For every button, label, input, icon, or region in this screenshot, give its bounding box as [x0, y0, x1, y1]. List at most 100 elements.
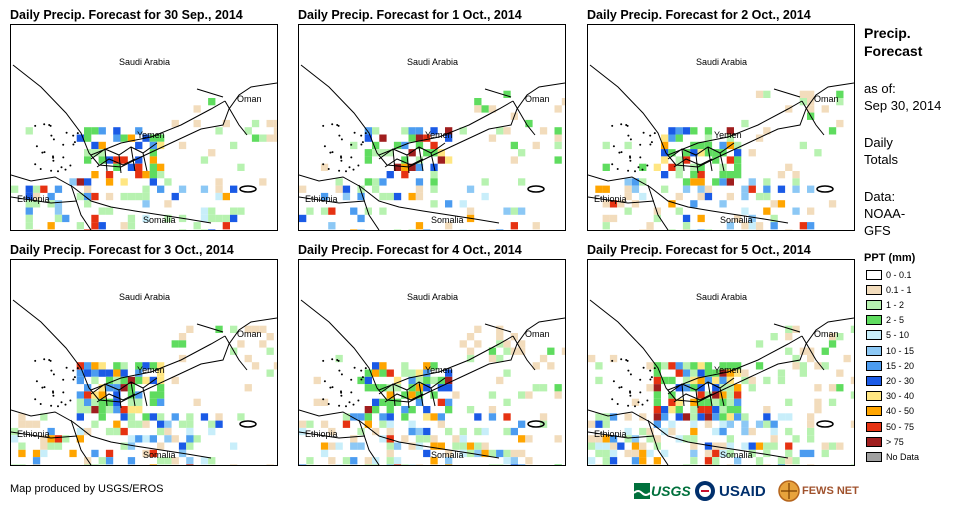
island-mark	[653, 132, 656, 135]
island-mark	[611, 163, 614, 166]
country-label-saudi: Saudi Arabia	[119, 57, 170, 67]
island-mark	[649, 134, 652, 137]
island-mark	[41, 386, 44, 389]
island-mark	[65, 131, 68, 134]
island-mark	[48, 359, 51, 361]
legend-swatch	[866, 375, 882, 386]
legend-item: 2 - 5	[866, 315, 904, 326]
island-mark	[52, 391, 55, 394]
island-mark	[642, 366, 645, 369]
border-line	[70, 419, 92, 465]
island-mark	[322, 398, 325, 401]
border-line	[90, 377, 158, 395]
usaid-logo: USAID	[694, 478, 766, 504]
map-credit: Map produced by USGS/EROS	[10, 483, 164, 495]
island-mark	[72, 134, 75, 137]
island-mark	[64, 168, 67, 171]
island-mark	[625, 359, 628, 361]
island-mark	[73, 141, 76, 144]
island-mark	[348, 401, 351, 404]
legend-label: 50 - 75	[886, 421, 915, 432]
island-mark	[50, 169, 53, 172]
border-line	[588, 431, 655, 439]
island-mark	[43, 358, 46, 361]
border-line	[406, 154, 410, 174]
island-mark	[64, 403, 67, 406]
border-line	[300, 299, 565, 403]
island-mark	[52, 138, 55, 141]
island-mark	[50, 404, 53, 407]
island-mark	[612, 380, 615, 383]
island-mark	[65, 366, 68, 369]
border-line	[118, 389, 122, 409]
country-label-ethiopia: Ethiopia	[305, 194, 338, 204]
legend-label: 20 - 30	[886, 375, 915, 386]
island-mark	[340, 138, 343, 141]
forecast-map-2: Saudi Arabia Oman Yemen Ethiopia Somalia	[298, 24, 566, 231]
island-mark	[618, 151, 621, 154]
island-mark	[34, 124, 37, 127]
legend-swatch	[866, 345, 882, 356]
island-mark	[350, 378, 353, 381]
border-line	[299, 409, 500, 459]
island-mark	[357, 399, 360, 402]
precip-cells	[11, 325, 277, 465]
border-line	[667, 377, 735, 395]
island-mark	[625, 124, 628, 126]
legend-item: 20 - 30	[866, 375, 914, 386]
island-mark	[639, 391, 642, 394]
island-mark	[50, 369, 53, 372]
island-mark	[360, 134, 363, 137]
legend-label: 0.1 - 1	[886, 284, 912, 295]
island-mark	[327, 168, 330, 170]
country-label-ethiopia: Ethiopia	[17, 194, 50, 204]
country-label-yemen: Yemen	[714, 365, 742, 375]
daily-totals-text: Daily Totals	[864, 135, 898, 167]
island-mark	[323, 145, 326, 148]
country-label-oman: Oman	[525, 329, 550, 339]
island-mark	[340, 159, 343, 162]
island-mark	[57, 170, 59, 173]
country-label-ethiopia: Ethiopia	[305, 429, 338, 439]
country-label-oman: Oman	[814, 94, 839, 104]
island-mark	[338, 369, 341, 372]
island-mark	[641, 403, 644, 406]
island-mark	[329, 151, 332, 154]
island-mark	[620, 151, 623, 154]
island-mark	[364, 367, 367, 370]
island-mark	[611, 124, 614, 127]
border-line	[12, 299, 277, 403]
usaid-seal-icon	[695, 481, 715, 501]
socotra-island	[527, 185, 545, 193]
legend-label: 15 - 20	[886, 360, 915, 371]
border-line	[378, 142, 446, 160]
legend-item: 1 - 2	[866, 299, 904, 310]
border-line	[11, 196, 78, 204]
usgs-logo: USGS	[634, 478, 691, 504]
border-line	[378, 377, 446, 395]
island-mark	[331, 123, 334, 126]
border-line	[695, 154, 699, 174]
island-mark	[357, 164, 360, 167]
border-line	[647, 419, 669, 465]
border-line	[196, 323, 224, 333]
fewsnet-logo: FEWS NET	[778, 478, 859, 504]
country-label-ethiopia: Ethiopia	[17, 429, 50, 439]
country-label-yemen: Yemen	[425, 365, 453, 375]
legend-swatch	[866, 451, 882, 462]
panel-title-6: Daily Precip. Forecast for 5 Oct., 2014	[587, 243, 811, 257]
border-line	[484, 323, 512, 333]
forecast-map-5: Saudi Arabia Oman Yemen Ethiopia Somalia	[298, 259, 566, 466]
fewsnet-globe-icon	[778, 480, 800, 502]
island-mark	[611, 359, 614, 362]
island-mark	[361, 141, 364, 144]
map-svg: Saudi Arabia Oman Yemen Ethiopia Somalia	[299, 292, 565, 465]
border-line	[11, 431, 78, 439]
border-line	[681, 148, 685, 172]
socotra-island	[816, 420, 834, 428]
border-line	[512, 335, 536, 371]
island-mark	[639, 143, 642, 146]
island-mark	[646, 164, 649, 167]
island-mark	[331, 151, 334, 154]
island-mark	[323, 380, 326, 383]
